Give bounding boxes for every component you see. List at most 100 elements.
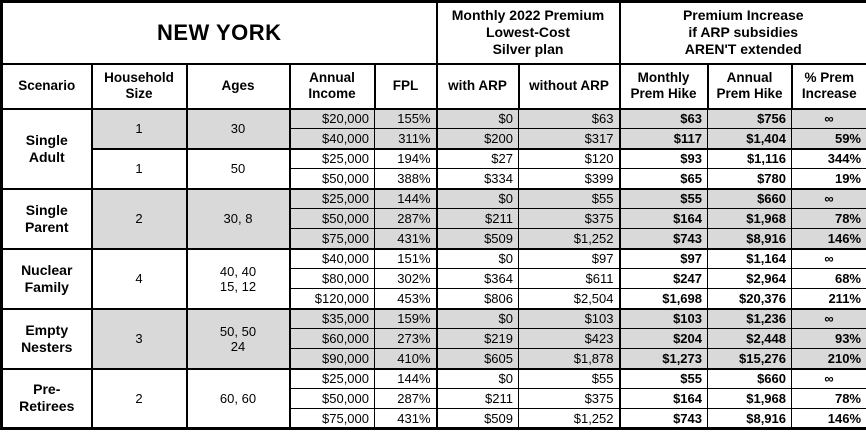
scenario-cell: Single Parent (1, 188, 93, 250)
fpl-cell: 159% (374, 308, 438, 329)
with-arp-cell: $334 (436, 168, 519, 190)
fpl-cell: 273% (374, 328, 438, 349)
ages-cell: 60, 60 (186, 368, 291, 430)
fpl-cell: 287% (374, 388, 438, 409)
annual-income-cell: $40,000 (289, 248, 375, 269)
monthly-prem-hike-cell: $743 (619, 228, 708, 250)
annual-prem-hike-cell: $1,164 (707, 248, 792, 269)
household-size-cell: 4 (91, 248, 188, 310)
fpl-cell: 302% (374, 268, 438, 289)
pct-prem-increase-cell: 19% (791, 168, 866, 190)
with-arp-cell: $0 (436, 308, 519, 329)
scenario-cell: Empty Nesters (1, 308, 93, 370)
table-body: Single Adult 1 30 $20,000 155% $0 $63 $63 $756 ∞ $… (1, 108, 866, 430)
table-row: $60,000 273% $219 $423 $204 $2,448 93% (2, 328, 866, 349)
header-row-sections: NEW YORK Monthly 2022 Premium Lowest-Cos… (0, 0, 866, 65)
annual-prem-hike-cell: $756 (707, 108, 792, 129)
table-row: $120,000 453% $806 $2,504 $1,698 $20,376 211% (2, 288, 866, 310)
pct-prem-increase-cell: ∞ (791, 248, 866, 269)
table-row: 1 50 $25,000 194% $27 $120 $93 $1,116 344% (2, 148, 866, 190)
annual-income-cell: $25,000 (289, 188, 375, 209)
table-row: Pre- Retirees 2 60, 60 $25,000 144% $0 $55 $55 $… (1, 368, 866, 430)
household-size-cell: 2 (91, 188, 188, 250)
annual-income-cell: $35,000 (289, 308, 375, 329)
fpl-cell: 311% (374, 128, 438, 150)
table-row: Nuclear Family 4 40, 40 15, 12 $40,000 151% $… (1, 248, 866, 310)
table-row: $80,000 302% $364 $611 $247 $2,964 68% (2, 268, 866, 289)
without-arp-cell: $399 (518, 168, 621, 190)
without-arp-cell: $120 (518, 148, 621, 169)
pct-prem-increase-cell: 78% (791, 388, 866, 409)
col-header-pct-prem-increase: % Prem Increase (790, 62, 866, 110)
annual-income-cell: $80,000 (289, 268, 375, 289)
annual-prem-hike-cell: $1,968 (707, 208, 792, 229)
col-header-with-arp: with ARP (435, 62, 520, 110)
without-arp-cell: $97 (518, 248, 621, 269)
with-arp-cell: $211 (436, 388, 519, 409)
annual-prem-hike-cell: $660 (707, 368, 792, 389)
with-arp-cell: $0 (436, 188, 519, 209)
pct-prem-increase-cell: 211% (791, 288, 866, 310)
section-header-2022-premium: Monthly 2022 Premium Lowest-Cost Silver … (435, 0, 621, 65)
fpl-cell: 431% (374, 228, 438, 250)
annual-prem-hike-cell: $660 (707, 188, 792, 209)
col-header-household-size: Household Size (90, 62, 188, 110)
annual-income-cell: $60,000 (289, 328, 375, 349)
table-row: Empty Nesters 3 50, 50 24 $35,000 159% $0 $103… (1, 308, 866, 370)
table-row: $40,000 311% $200 $317 $117 $1,404 59% (2, 128, 866, 150)
without-arp-cell: $611 (518, 268, 621, 289)
pct-prem-increase-cell: ∞ (791, 368, 866, 389)
pct-prem-increase-cell: 344% (791, 148, 866, 169)
monthly-prem-hike-cell: $55 (619, 368, 708, 389)
scenario-cell: Pre- Retirees (1, 368, 93, 430)
annual-income-cell: $90,000 (289, 348, 375, 370)
pct-prem-increase-cell: ∞ (791, 108, 866, 129)
monthly-prem-hike-cell: $55 (619, 188, 708, 209)
ages-cell: 40, 40 15, 12 (186, 248, 291, 310)
fpl-cell: 144% (374, 188, 438, 209)
with-arp-cell: $211 (436, 208, 519, 229)
household-size-cell: 1 (91, 108, 188, 150)
ages-cell: 30 (186, 108, 291, 150)
without-arp-cell: $1,252 (518, 408, 621, 430)
with-arp-cell: $219 (436, 328, 519, 349)
annual-income-cell: $50,000 (289, 168, 375, 190)
without-arp-cell: $1,878 (518, 348, 621, 370)
ages-cell: 50 (186, 148, 291, 190)
monthly-prem-hike-cell: $65 (619, 168, 708, 190)
with-arp-cell: $0 (436, 108, 519, 129)
monthly-prem-hike-cell: $164 (619, 208, 708, 229)
fpl-cell: 388% (374, 168, 438, 190)
monthly-prem-hike-cell: $247 (619, 268, 708, 289)
col-header-monthly-prem-hike: Monthly Prem Hike (618, 62, 709, 110)
annual-prem-hike-cell: $1,968 (707, 388, 792, 409)
pct-prem-increase-cell: 146% (791, 228, 866, 250)
table-row: $75,000 431% $509 $1,252 $743 $8,916 146% (2, 408, 866, 430)
monthly-prem-hike-cell: $103 (619, 308, 708, 329)
monthly-prem-hike-cell: $1,698 (619, 288, 708, 310)
without-arp-cell: $1,252 (518, 228, 621, 250)
annual-prem-hike-cell: $1,116 (707, 148, 792, 169)
annual-prem-hike-cell: $1,236 (707, 308, 792, 329)
household-size-cell: 2 (91, 368, 188, 430)
monthly-prem-hike-cell: $93 (619, 148, 708, 169)
col-header-scenario: Scenario (0, 62, 93, 110)
annual-income-cell: $25,000 (289, 148, 375, 169)
annual-income-cell: $50,000 (289, 208, 375, 229)
pct-prem-increase-cell: ∞ (791, 308, 866, 329)
without-arp-cell: $63 (518, 108, 621, 129)
annual-prem-hike-cell: $2,448 (707, 328, 792, 349)
annual-prem-hike-cell: $15,276 (707, 348, 792, 370)
section-header-premium-increase: Premium Increase if ARP subsidies AREN'T… (618, 0, 866, 65)
annual-prem-hike-cell: $8,916 (707, 228, 792, 250)
with-arp-cell: $806 (436, 288, 519, 310)
with-arp-cell: $27 (436, 148, 519, 169)
fpl-cell: 453% (374, 288, 438, 310)
with-arp-cell: $364 (436, 268, 519, 289)
header-row-columns: Scenario Household Size Ages Annual Inco… (0, 62, 866, 110)
without-arp-cell: $103 (518, 308, 621, 329)
scenario-cell: Single Adult (1, 108, 93, 190)
pct-prem-increase-cell: 146% (791, 408, 866, 430)
annual-income-cell: $75,000 (289, 228, 375, 250)
annual-income-cell: $20,000 (289, 108, 375, 129)
